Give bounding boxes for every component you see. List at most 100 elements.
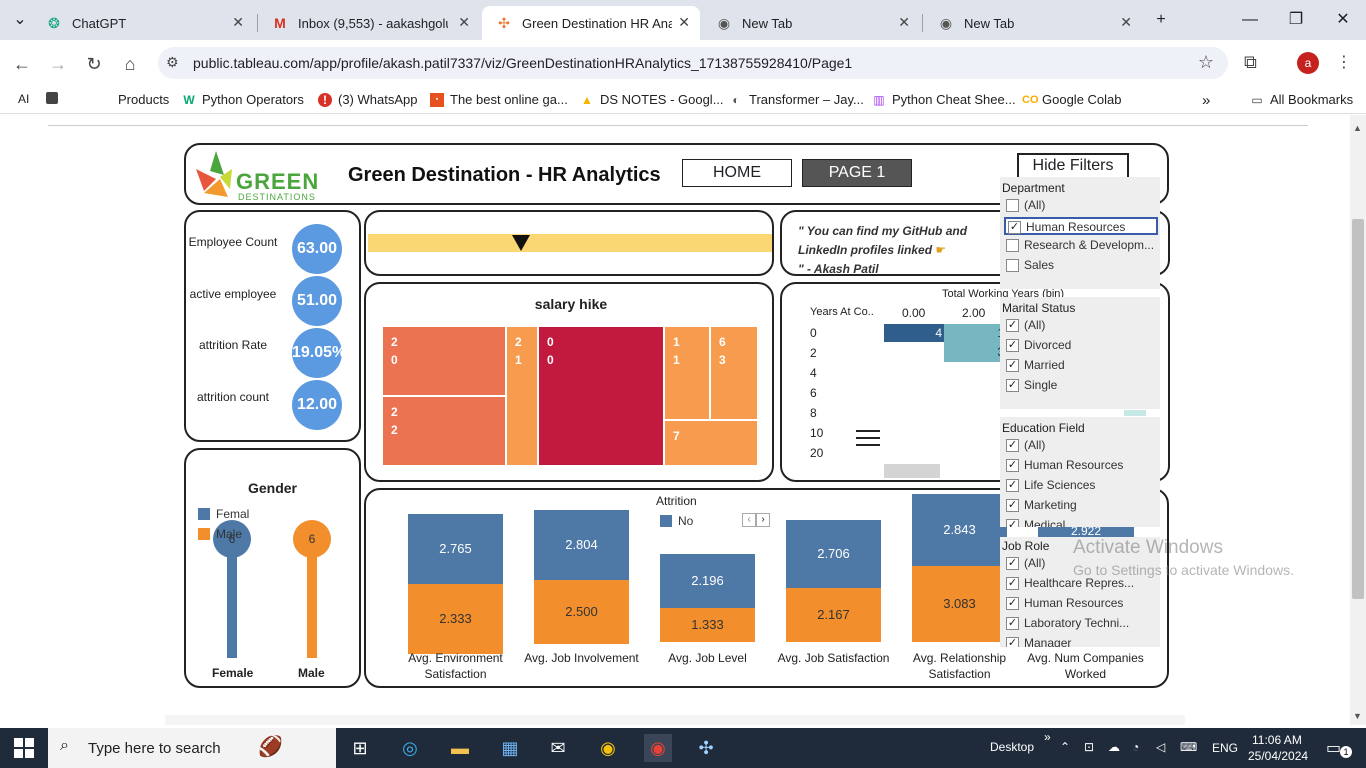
mail-icon[interactable]: ✉: [550, 738, 566, 758]
checkbox[interactable]: ✓: [1006, 479, 1019, 492]
hamburger-menu-icon[interactable]: [856, 430, 880, 446]
filter-option[interactable]: ✓ Divorced: [1004, 337, 1158, 355]
checkbox[interactable]: ✓: [1006, 597, 1019, 610]
bookmark-python-operators[interactable]: W Python Operators: [183, 92, 304, 107]
bar-segment-top[interactable]: 2.804: [534, 510, 629, 580]
filter-option[interactable]: ✓ Human Resources: [1004, 595, 1158, 613]
male-lollipop-bar[interactable]: [307, 546, 317, 658]
bookmark-ds-notes[interactable]: ▲ DS NOTES - Googl...: [581, 92, 724, 107]
bar-segment-top[interactable]: 2.922: [1038, 524, 1134, 538]
scroll-up-icon[interactable]: ▲: [1353, 123, 1362, 133]
scroll-down-icon[interactable]: ▼: [1353, 711, 1362, 721]
checkbox[interactable]: ✓: [1006, 577, 1019, 590]
bar-segment-bottom[interactable]: 2.333: [408, 584, 503, 654]
checkbox[interactable]: ✓: [1006, 617, 1019, 630]
windows-start-icon[interactable]: [14, 738, 34, 758]
clock-date[interactable]: 25/04/2024: [1248, 749, 1309, 763]
task-view-icon[interactable]: ⊞: [352, 738, 368, 758]
filter-option[interactable]: ✓ Married: [1004, 357, 1158, 375]
bookmark-whatsapp[interactable]: ! (3) WhatsApp: [318, 92, 417, 107]
checkbox[interactable]: ✓: [1006, 359, 1019, 372]
slider-thumb[interactable]: [512, 235, 530, 251]
horizontal-scrollbar[interactable]: [884, 464, 940, 478]
bar[interactable]: 4: [884, 324, 946, 342]
slider-track[interactable]: [368, 234, 772, 252]
page-scrollbar[interactable]: ▲ ▼: [1350, 115, 1366, 725]
hide-filters-button[interactable]: Hide Filters: [1017, 153, 1129, 179]
bookmark-google-colab[interactable]: CO Google Colab: [1022, 92, 1122, 107]
checkbox[interactable]: [1006, 239, 1019, 252]
bar[interactable]: 3: [944, 342, 1004, 362]
notification-icon[interactable]: ▭: [1326, 740, 1342, 757]
chrome-taskbar-icon[interactable]: ◉: [600, 738, 616, 758]
bar-segment-top[interactable]: 2.843: [912, 494, 1007, 566]
chrome-profile-taskbar-icon[interactable]: ◉: [644, 734, 672, 762]
desktop-expand-icon[interactable]: »: [1044, 730, 1051, 744]
filter-option[interactable]: Sales: [1004, 257, 1158, 275]
filter-option[interactable]: ✓ Human Resources: [1004, 217, 1158, 235]
scroll-thumb[interactable]: [1352, 219, 1364, 599]
filter-option[interactable]: (All): [1004, 197, 1158, 215]
profile-avatar[interactable]: a: [1297, 52, 1319, 74]
tab-search-icon[interactable]: ⌄: [13, 11, 27, 28]
bookmark-ai[interactable]: AI: [18, 92, 30, 106]
checkbox[interactable]: ✓: [1006, 499, 1019, 512]
edge-icon[interactable]: ◎: [402, 738, 418, 758]
close-tab-icon[interactable]: ✕: [458, 14, 470, 30]
checkbox[interactable]: [1006, 259, 1019, 272]
tab-new-tab-1[interactable]: ◉ New Tab ✕: [702, 6, 920, 40]
filter-option[interactable]: ✓ Life Sciences: [1004, 477, 1158, 495]
filter-option[interactable]: ✓ Healthcare Repres...: [1004, 575, 1158, 593]
bookmark-products[interactable]: Products: [118, 92, 170, 107]
close-tab-icon[interactable]: ✕: [232, 14, 244, 30]
bookmark-transformer[interactable]: ◐ Transformer – Jay...: [729, 92, 864, 107]
tab-gmail[interactable]: M Inbox (9,553) - aakashgolu ✕: [258, 6, 480, 40]
bookmark-online-games[interactable]: ▪ The best online ga...: [430, 92, 568, 107]
url-text[interactable]: public.tableau.com/app/profile/akash.pat…: [193, 55, 853, 71]
page1-button[interactable]: PAGE 1: [802, 159, 912, 187]
minimize-icon[interactable]: —: [1242, 11, 1258, 28]
bar-segment-bottom[interactable]: 3.083: [912, 566, 1007, 642]
treemap-cell[interactable]: 7: [664, 420, 758, 466]
close-tab-icon[interactable]: ✕: [898, 14, 910, 30]
volume-icon[interactable]: ◁: [1156, 740, 1166, 754]
keyboard-icon[interactable]: ⌨: [1180, 740, 1198, 754]
filter-option[interactable]: ✓ Manager: [1004, 635, 1158, 647]
legend-prev-icon[interactable]: ‹: [742, 513, 756, 527]
reload-icon[interactable]: ↻: [86, 54, 102, 74]
extensions-icon[interactable]: ⧉: [1244, 52, 1257, 72]
taskbar-search-box[interactable]: ⌕ Type here to search 🏈: [48, 728, 336, 768]
bar[interactable]: 1: [944, 324, 1004, 342]
filter-option[interactable]: ✓ Human Resources: [1004, 457, 1158, 475]
female-lollipop-bar[interactable]: [227, 546, 237, 658]
checkbox[interactable]: ✓: [1006, 379, 1019, 392]
close-window-icon[interactable]: ✕: [1336, 11, 1350, 28]
checkbox[interactable]: ✓: [1006, 339, 1019, 352]
tab-tableau[interactable]: ✣ Green Destination HR Analy ✕: [482, 6, 700, 40]
snipping-tool-icon[interactable]: ✣: [698, 738, 714, 758]
restore-icon[interactable]: ❐: [1288, 11, 1304, 28]
filter-option[interactable]: ✓ Medical: [1004, 517, 1158, 527]
bookmark-python-cheat-sheet[interactable]: ▥ Python Cheat Shee...: [873, 92, 1016, 107]
legend-next-icon[interactable]: ›: [756, 513, 770, 527]
filter-option[interactable]: ✓ (All): [1004, 555, 1158, 573]
kpi-value[interactable]: 63.00: [292, 224, 342, 274]
home-icon[interactable]: ⌂: [124, 54, 136, 74]
wifi-icon[interactable]: ◔: [1132, 740, 1140, 754]
checkbox[interactable]: ✓: [1006, 459, 1019, 472]
bar-segment-top[interactable]: 2.765: [408, 514, 503, 584]
desktop-toolbar[interactable]: Desktop: [990, 740, 1035, 754]
file-explorer-icon[interactable]: ▬: [451, 738, 469, 758]
back-arrow-icon[interactable]: ←: [13, 54, 31, 74]
tray-chevron-icon[interactable]: ⌃: [1060, 740, 1071, 754]
bar-segment-bottom[interactable]: 2.500: [534, 580, 629, 644]
new-tab-plus-icon[interactable]: +: [1156, 11, 1166, 28]
home-button[interactable]: HOME: [682, 159, 792, 187]
bookmark-star-icon[interactable]: ☆: [1197, 52, 1214, 72]
site-info-icon[interactable]: ⚙: [166, 54, 179, 70]
